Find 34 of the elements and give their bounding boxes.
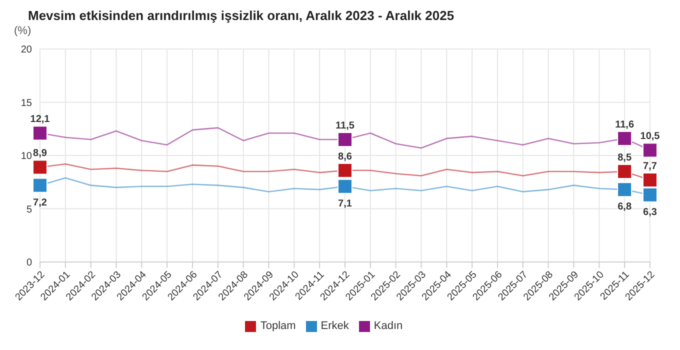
point (338, 162, 352, 178)
data-label: 7,7 (643, 160, 658, 172)
data-label: 7,1 (338, 198, 352, 210)
data-label: 11,5 (336, 120, 355, 132)
point (32, 160, 48, 175)
data-label: 11,6 (615, 119, 634, 130)
data-label: 6,3 (643, 206, 658, 218)
data-label: 7,2 (33, 197, 48, 208)
point (338, 132, 352, 148)
point (617, 130, 632, 146)
data-label: 12,1 (30, 114, 50, 126)
y-tick-label: 0 (26, 258, 32, 269)
point (32, 126, 48, 141)
point (617, 182, 632, 198)
point (642, 142, 658, 158)
chart-title: Mevsim etkisinden arındırılmış işsizlik oranı, Aralık 2023 - Aralık 2025 (28, 8, 456, 23)
data-label: 10,5 (640, 131, 660, 142)
y-tick-label: 15 (20, 98, 32, 109)
point (338, 178, 352, 194)
legend-label: Erkek (320, 320, 349, 332)
data-label: 6,8 (618, 202, 632, 213)
data-label: 8,6 (338, 151, 352, 162)
y-axis-title: (%) (14, 25, 32, 37)
y-tick-label: 20 (20, 44, 32, 56)
data-label: 8,5 (618, 152, 632, 164)
point (642, 172, 658, 188)
legend-label: Toplam (260, 320, 296, 332)
legend-label: Kadın (374, 320, 403, 332)
data-label: 8,9 (33, 148, 48, 160)
y-tick-label: 10 (20, 151, 32, 162)
point (617, 164, 632, 179)
y-tick-label: 5 (26, 204, 32, 216)
point (32, 178, 48, 193)
point (642, 187, 658, 202)
